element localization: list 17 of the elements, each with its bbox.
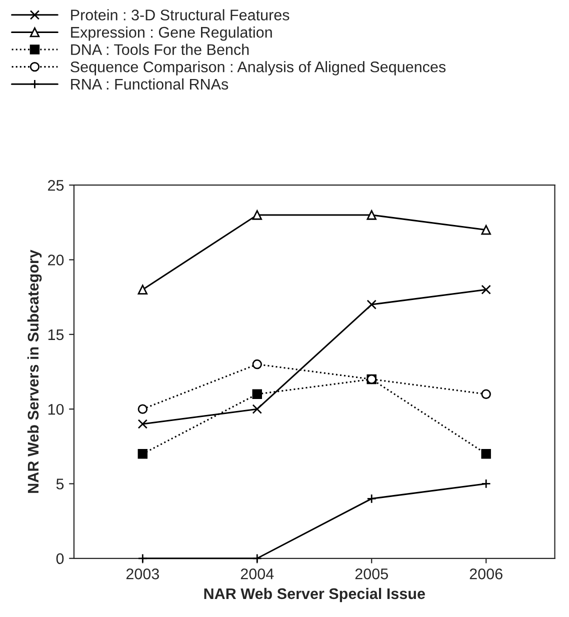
x-tick-label: 2004 (240, 568, 274, 580)
legend-label: DNA : Tools For the Bench (71, 44, 249, 56)
x-tick-label: 2003 (126, 568, 159, 580)
legend-label: RNA : Functional RNAs (71, 78, 228, 90)
y-tick-label: 25 (48, 180, 64, 191)
legend-label: Sequence Comparison : Analysis of Aligned Sequences (70, 61, 446, 76)
y-tick-label: 20 (48, 254, 64, 266)
y-tick-label: 10 (48, 404, 64, 415)
x-tick-label: 2005 (355, 568, 388, 580)
y-tick-label: 0 (56, 553, 64, 564)
x-axis-title: NAR Web Server Special Issue (204, 588, 425, 602)
y-tick-label: 15 (48, 329, 64, 340)
legend-label: Protein : 3-D Structural Features (71, 9, 290, 20)
y-tick-label: 5 (56, 478, 64, 490)
legend-label: Expression : Gene Regulation (71, 26, 272, 41)
x-tick-label: 2006 (470, 568, 502, 580)
y-axis-title: NAR Web Servers in Subcategory (27, 250, 42, 493)
